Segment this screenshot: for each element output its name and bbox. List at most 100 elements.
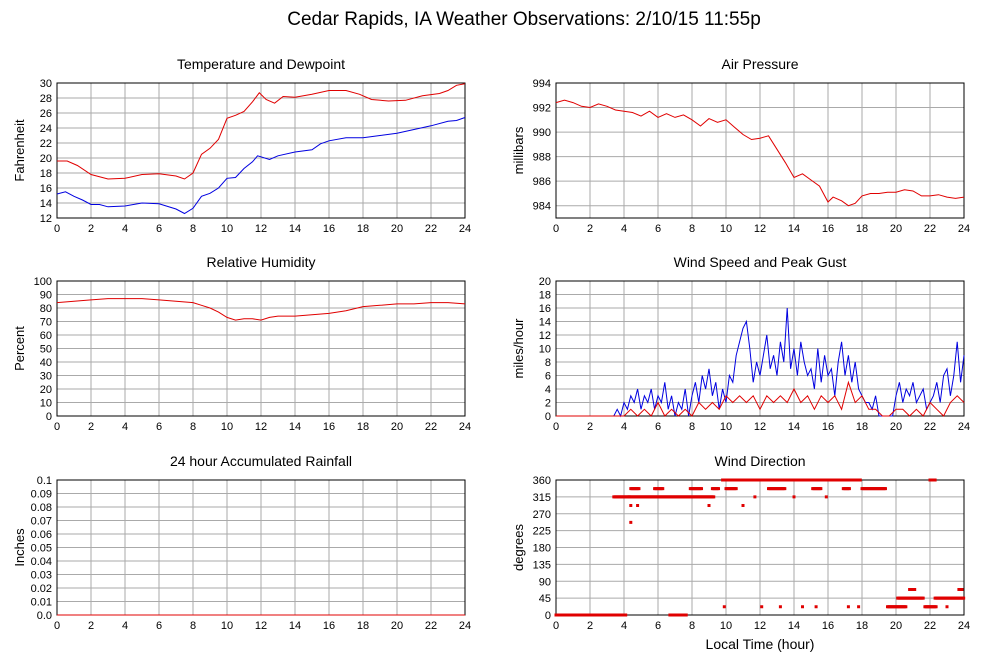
series-line-1 — [56, 117, 466, 215]
y-tick-label: 0.1 — [37, 475, 52, 487]
y-tick-label: 30 — [40, 78, 52, 90]
direction-point — [629, 520, 633, 524]
x-tick-label: 24 — [958, 223, 970, 235]
x-tick-label: 22 — [425, 421, 437, 433]
x-tick-label: 24 — [459, 620, 471, 632]
series-line-0 — [556, 307, 965, 418]
y-axis-label: Percent — [12, 326, 27, 371]
y-tick-label: 8 — [545, 357, 551, 369]
y-tick-label: 0.07 — [31, 516, 52, 528]
y-tick-label: 100 — [34, 276, 52, 288]
y-tick-label: 24 — [40, 123, 52, 135]
x-tick-label: 24 — [459, 223, 471, 235]
x-tick-label: 2 — [587, 421, 593, 433]
y-tick-label: 16 — [40, 183, 52, 195]
x-tick-label: 12 — [255, 421, 267, 433]
x-tick-label: 10 — [221, 620, 233, 632]
x-tick-label: 0 — [54, 421, 60, 433]
x-tick-label: 4 — [621, 620, 627, 632]
direction-point — [636, 504, 640, 507]
direction-point — [700, 487, 704, 491]
y-tick-label: 0.06 — [31, 529, 52, 541]
y-tick-label: 0 — [545, 411, 551, 423]
x-tick-label: 8 — [190, 421, 196, 433]
x-tick-label: 10 — [720, 223, 732, 235]
y-tick-label: 180 — [533, 543, 551, 555]
y-tick-label: 0.02 — [31, 583, 52, 595]
direction-point — [661, 487, 665, 491]
y-tick-label: 90 — [40, 290, 52, 302]
x-tick-label: 2 — [587, 223, 593, 235]
x-tick-label: 0 — [553, 620, 559, 632]
direction-point — [824, 495, 828, 499]
y-tick-label: 4 — [545, 384, 551, 396]
x-tick-label: 4 — [621, 223, 627, 235]
direction-point — [778, 605, 782, 609]
y-tick-label: 45 — [539, 593, 551, 605]
x-axis-label: Local Time (hour) — [706, 636, 815, 652]
direction-point — [734, 487, 738, 491]
y-tick-label: 14 — [539, 317, 551, 329]
y-tick-label: 50 — [40, 344, 52, 356]
chart-title: Temperature and Dewpoint — [177, 56, 345, 72]
x-tick-label: 22 — [924, 223, 936, 235]
x-tick-label: 14 — [788, 223, 800, 235]
x-tick-label: 8 — [689, 223, 695, 235]
direction-point — [883, 487, 887, 491]
y-tick-label: 6 — [545, 371, 551, 383]
direction-point — [741, 504, 745, 507]
y-tick-label: 12 — [40, 213, 52, 225]
chart-title: Wind Direction — [714, 453, 805, 469]
x-tick-label: 0 — [54, 223, 60, 235]
x-tick-label: 18 — [357, 223, 369, 235]
x-tick-label: 8 — [190, 620, 196, 632]
y-tick-label: 990 — [533, 127, 551, 139]
y-tick-label: 360 — [533, 475, 551, 487]
direction-point — [624, 613, 628, 617]
x-tick-label: 12 — [255, 223, 267, 235]
y-axis-label: degrees — [511, 524, 526, 571]
x-tick-label: 4 — [122, 223, 128, 235]
y-tick-label: 10 — [40, 398, 52, 410]
x-tick-label: 4 — [122, 421, 128, 433]
y-tick-label: 315 — [533, 492, 551, 504]
direction-point — [934, 605, 938, 609]
y-tick-label: 14 — [40, 198, 52, 210]
direction-point — [717, 487, 721, 491]
direction-point — [904, 605, 908, 609]
direction-point — [801, 605, 804, 609]
x-tick-label: 8 — [190, 223, 196, 235]
y-tick-label: 0.01 — [31, 597, 52, 609]
x-tick-label: 14 — [788, 421, 800, 433]
x-tick-label: 20 — [890, 223, 902, 235]
direction-point — [913, 588, 917, 591]
x-tick-label: 0 — [553, 223, 559, 235]
chart-title: Wind Speed and Peak Gust — [674, 254, 847, 270]
x-tick-label: 18 — [357, 620, 369, 632]
y-axis-label: miles/hour — [511, 318, 526, 379]
x-tick-label: 10 — [720, 620, 732, 632]
y-tick-label: 60 — [40, 330, 52, 342]
series-line-0 — [555, 99, 965, 207]
y-tick-label: 0.09 — [31, 489, 52, 501]
x-tick-label: 22 — [924, 620, 936, 632]
direction-point — [857, 605, 861, 609]
direction-point — [847, 487, 851, 491]
direction-point — [960, 588, 964, 591]
y-tick-label: 16 — [539, 303, 551, 315]
x-tick-label: 20 — [890, 620, 902, 632]
x-tick-label: 0 — [54, 620, 60, 632]
y-tick-label: 26 — [40, 108, 52, 120]
direction-point — [712, 495, 716, 499]
plot-frame — [555, 280, 965, 417]
series-line-1 — [556, 380, 965, 417]
direction-point — [792, 495, 796, 499]
x-tick-label: 0 — [553, 421, 559, 433]
x-tick-label: 20 — [391, 620, 403, 632]
direction-point — [846, 605, 850, 609]
